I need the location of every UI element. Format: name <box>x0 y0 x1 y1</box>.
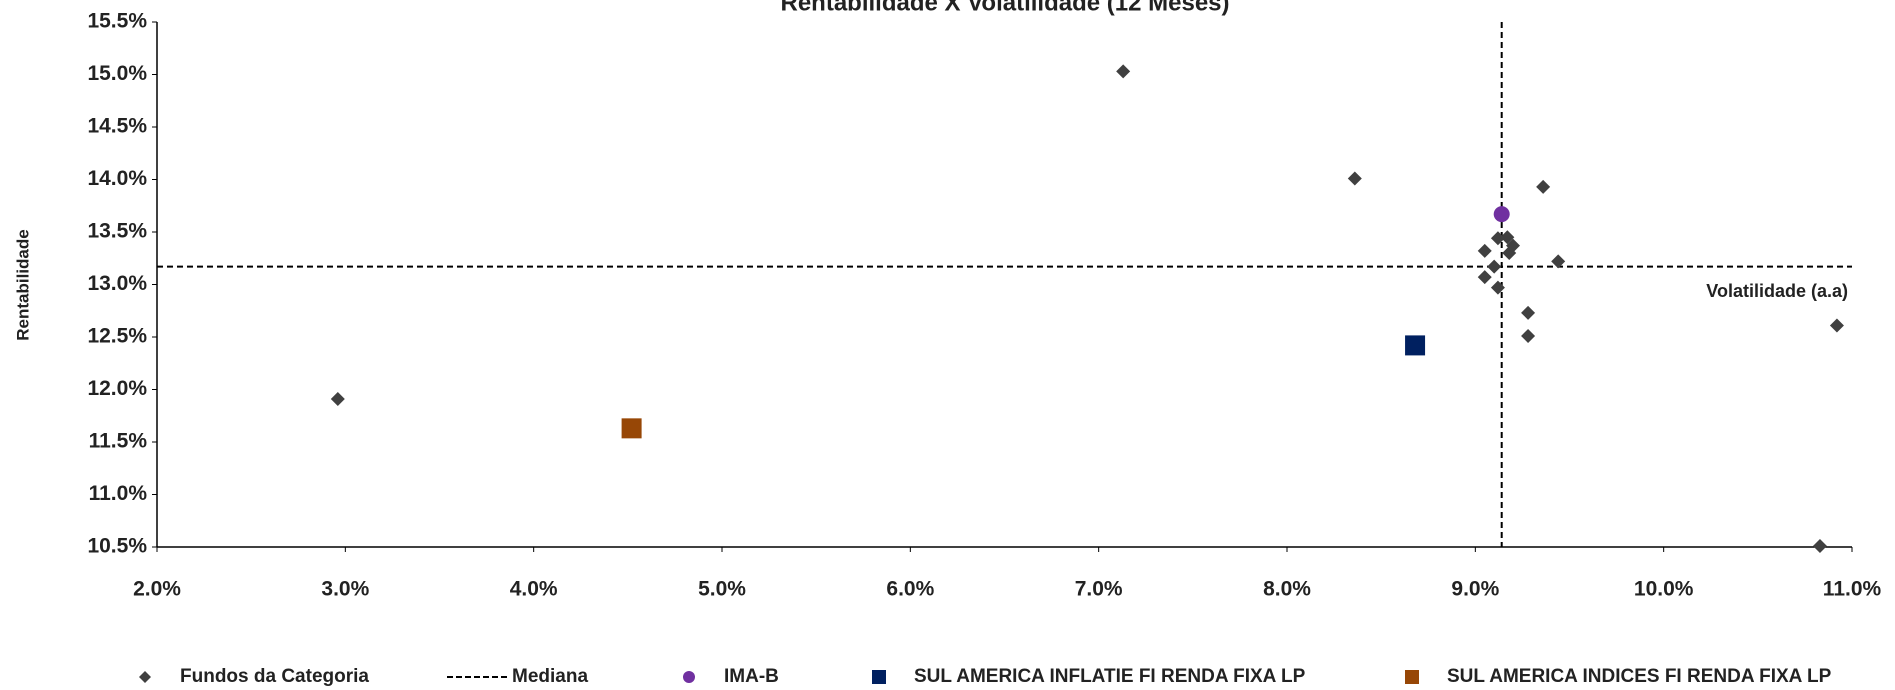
y-tick-label: 14.5% <box>87 115 147 138</box>
y-tick-label: 12.0% <box>87 377 147 400</box>
y-tick-label: 14.0% <box>87 167 147 190</box>
legend-marker <box>872 670 886 684</box>
y-tick-label: 11.0% <box>89 482 148 505</box>
x-tick-label: 9.0% <box>1451 578 1499 601</box>
y-tick-label: 12.5% <box>87 325 147 348</box>
chart-title: Rentabilidade X Volatilidade (12 Meses) <box>780 0 1229 16</box>
legend-marker <box>139 671 151 683</box>
legend-label: Fundos da Categoria <box>180 666 369 687</box>
diamond-marker <box>330 391 345 406</box>
x-tick-label: 8.0% <box>1263 578 1311 601</box>
diamond-marker <box>1521 328 1536 343</box>
y-tick-label: 13.5% <box>87 220 147 243</box>
x-tick-label: 3.0% <box>321 578 369 601</box>
diamond-marker <box>1829 318 1844 333</box>
y-axis-label: Rentabilidade <box>13 229 32 340</box>
diamond-marker <box>1487 259 1502 274</box>
legend-label: IMA-B <box>724 666 779 687</box>
diamond-marker <box>1477 243 1492 258</box>
x-tick-label: 11.0% <box>1823 578 1882 601</box>
diamond-marker <box>1116 64 1131 79</box>
legend-marker <box>683 671 695 683</box>
x-tick-label: 7.0% <box>1075 578 1123 601</box>
diamond-marker <box>1551 254 1566 269</box>
square-marker <box>621 418 642 439</box>
diamond-marker <box>1490 231 1505 246</box>
legend-label: Mediana <box>512 666 588 687</box>
diamond-marker <box>1347 171 1362 186</box>
y-tick-label: 13.0% <box>87 272 147 295</box>
y-tick-label: 10.5% <box>87 535 147 558</box>
x-tick-label: 2.0% <box>133 578 181 601</box>
x-tick-label: 6.0% <box>886 578 934 601</box>
x-tick-label: 5.0% <box>698 578 746 601</box>
legend-label: SUL AMERICA INFLATIE FI RENDA FIXA LP <box>914 666 1306 687</box>
diamond-marker <box>1502 246 1517 260</box>
x-axis-label: Volatilidade (a.a) <box>1706 281 1848 301</box>
x-tick-label: 10.0% <box>1634 578 1694 601</box>
diamond-marker <box>1477 270 1492 285</box>
diamond-marker <box>1490 280 1505 295</box>
circle-marker <box>1493 206 1510 223</box>
diamond-marker <box>1812 538 1827 553</box>
diamond-marker <box>1500 230 1515 245</box>
legend-marker <box>1405 670 1419 684</box>
y-tick-label: 15.5% <box>87 10 147 33</box>
x-tick-label: 4.0% <box>510 578 558 601</box>
y-tick-label: 11.5% <box>89 430 148 453</box>
legend-label: SUL AMERICA INDICES FI RENDA FIXA LP <box>1447 666 1832 687</box>
diamond-marker <box>1536 179 1551 194</box>
y-tick-label: 15.0% <box>87 62 147 85</box>
diamond-marker <box>1521 305 1536 320</box>
square-marker <box>1405 335 1426 356</box>
